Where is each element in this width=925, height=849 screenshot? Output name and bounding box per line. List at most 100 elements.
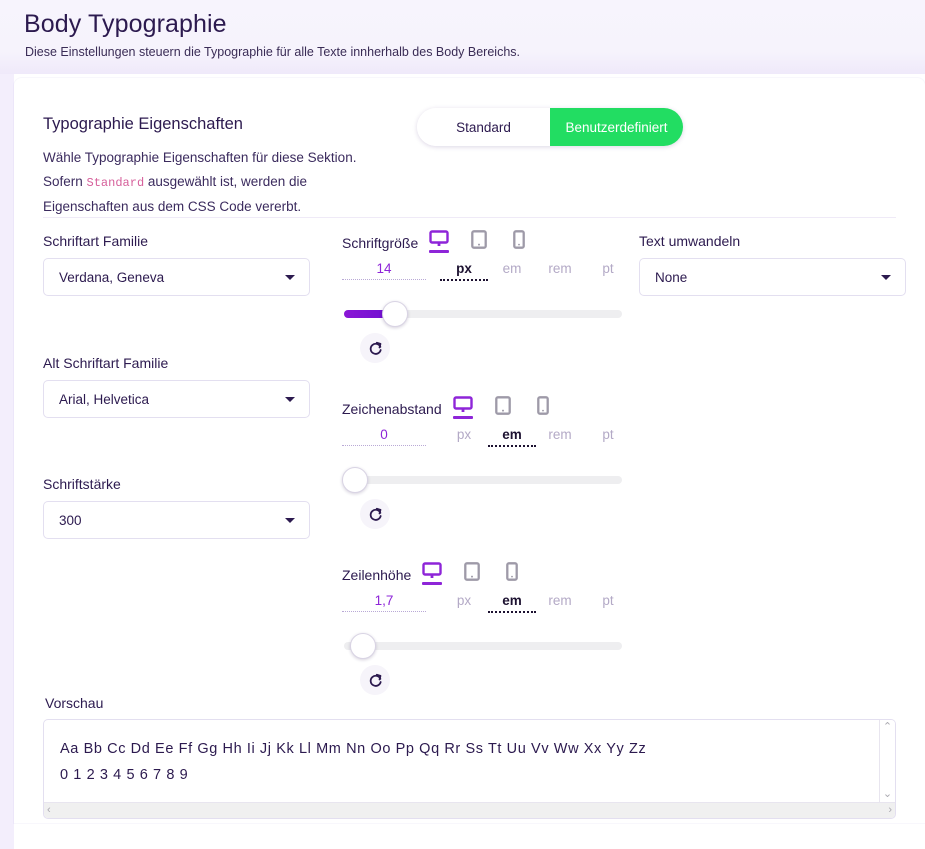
letter-spacing-control: Zeichenabstand 0 px [342,389,632,529]
letter-spacing-reset-button[interactable] [360,499,390,529]
font-family-select[interactable]: Verdana, Geneva [43,258,310,296]
line-height-unit-tabs: px em rem pt [440,593,632,613]
description-code-standard: Standard [86,176,145,190]
unit-rem[interactable]: rem [548,261,572,276]
text-transform-select[interactable]: None [639,258,906,296]
header-separator [0,74,925,78]
unit-pt[interactable]: pt [602,427,614,442]
unit-rem[interactable]: rem [548,427,572,442]
text-transform-value: None [655,269,688,285]
unit-px[interactable]: px [456,427,472,442]
scroll-up-icon[interactable]: ⌃ [882,721,893,733]
preview-digits-line: 0 1 2 3 4 5 6 7 8 9 [60,767,189,783]
device-selector [428,226,530,253]
active-device-underline [429,250,450,253]
left-settings-column: Schriftart Familie Verdana, Geneva Alt S… [43,233,318,539]
active-device-underline [452,416,473,419]
section-description: Wähle Typographie Eigenschaften für dies… [43,146,388,219]
chevron-down-icon [285,274,295,280]
letter-spacing-value-row: 0 px em rem pt [342,427,632,453]
line-height-slider[interactable] [342,633,622,659]
alt-font-family-label: Alt Schriftart Familie [43,355,169,371]
mobile-icon[interactable] [532,392,554,418]
spacer [43,418,318,476]
desktop-icon[interactable] [428,226,450,253]
font-family-label: Schriftart Familie [43,233,149,249]
tablet-icon[interactable] [468,226,490,252]
letter-spacing-label: Zeichenabstand [342,401,442,417]
unit-em[interactable]: em [502,261,522,276]
chevron-down-icon [881,274,891,280]
line-height-input[interactable]: 1,7 [342,593,426,612]
text-transform-label: Text umwandeln [639,233,741,249]
font-weight-value: 300 [59,512,82,528]
page-subtitle: Diese Einstellungen steuern die Typograp… [25,45,520,59]
slider-thumb[interactable] [350,633,376,659]
unit-em[interactable]: em [488,427,536,447]
desktop-icon[interactable] [452,392,474,419]
font-family-value: Verdana, Geneva [59,269,165,285]
mobile-icon[interactable] [501,558,523,584]
unit-px[interactable]: px [456,593,472,608]
font-weight-select[interactable]: 300 [43,501,310,539]
mode-toggle-standard[interactable]: Standard [417,108,550,146]
device-selector [421,558,523,585]
unit-pt[interactable]: pt [602,593,614,608]
unit-em[interactable]: em [488,593,536,613]
font-size-value-row: 14 px em rem pt [342,261,632,287]
unit-pt[interactable]: pt [602,261,614,276]
letter-spacing-header: Zeichenabstand [342,389,632,419]
section-title: Typographie Eigenschaften [43,115,243,133]
chevron-down-icon [285,396,295,402]
font-size-header: Schriftgröße [342,223,632,253]
letter-spacing-input[interactable]: 0 [342,427,426,446]
font-size-slider[interactable] [342,301,622,327]
slider-track [344,310,622,318]
middle-settings-column: Schriftgröße 14 px [342,223,632,695]
letter-spacing-slider[interactable] [342,467,622,493]
description-text-before: Wähle Typographie Eigenschaften für dies… [43,150,357,189]
tablet-icon[interactable] [461,558,483,584]
page-title: Body Typographie [24,10,227,38]
mode-toggle-group[interactable]: Standard Benutzerdefiniert [417,108,683,146]
slider-fill [344,310,394,318]
line-height-reset-button[interactable] [360,665,390,695]
unit-rem[interactable]: rem [548,593,572,608]
scroll-left-icon[interactable]: ‹ [47,804,51,816]
mobile-icon[interactable] [508,226,530,252]
line-height-label: Zeilenhöhe [342,567,412,583]
alt-font-family-value: Arial, Helvetica [59,391,150,407]
description-text-after: ausgewählt ist, werden die Eigenschaften… [43,174,307,214]
slider-track [344,642,622,650]
preview-label: Vorschau [45,695,104,711]
preview-horizontal-scrollbar[interactable]: ‹ › [44,802,895,818]
font-size-reset-button[interactable] [360,333,390,363]
slider-thumb[interactable] [382,301,408,327]
preview-vertical-scrollbar[interactable]: ⌃ ⌄ [879,720,895,802]
line-height-value-row: 1,7 px em rem pt [342,593,632,619]
preview-alphabet-line: Aa Bb Cc Dd Ee Ff Gg Hh Ii Jj Kk Ll Mm N… [60,741,647,757]
preview-content: Aa Bb Cc Dd Ee Ff Gg Hh Ii Jj Kk Ll Mm N… [44,720,879,802]
font-weight-label: Schriftstärke [43,476,121,492]
chevron-down-icon [285,517,295,523]
font-size-control: Schriftgröße 14 px [342,223,632,363]
scroll-right-icon[interactable]: › [888,804,892,816]
letter-spacing-unit-tabs: px em rem pt [440,427,632,447]
settings-card: Typographie Eigenschaften Wähle Typograp… [14,78,925,823]
desktop-icon[interactable] [421,558,443,585]
scroll-down-icon[interactable]: ⌄ [882,788,893,800]
slider-track [344,476,622,484]
alt-font-family-select[interactable]: Arial, Helvetica [43,380,310,418]
right-settings-column: Text umwandeln None [639,233,914,296]
tablet-icon[interactable] [492,392,514,418]
mode-toggle-custom[interactable]: Benutzerdefiniert [550,108,683,146]
spacer [43,296,318,355]
slider-thumb[interactable] [342,467,368,493]
device-selector [452,392,554,419]
section-divider [43,217,896,218]
font-size-label: Schriftgröße [342,235,419,251]
unit-px[interactable]: px [440,261,488,281]
font-size-input[interactable]: 14 [342,261,426,280]
line-height-header: Zeilenhöhe [342,555,632,585]
page-header: Body Typographie Diese Einstellungen ste… [0,0,925,74]
